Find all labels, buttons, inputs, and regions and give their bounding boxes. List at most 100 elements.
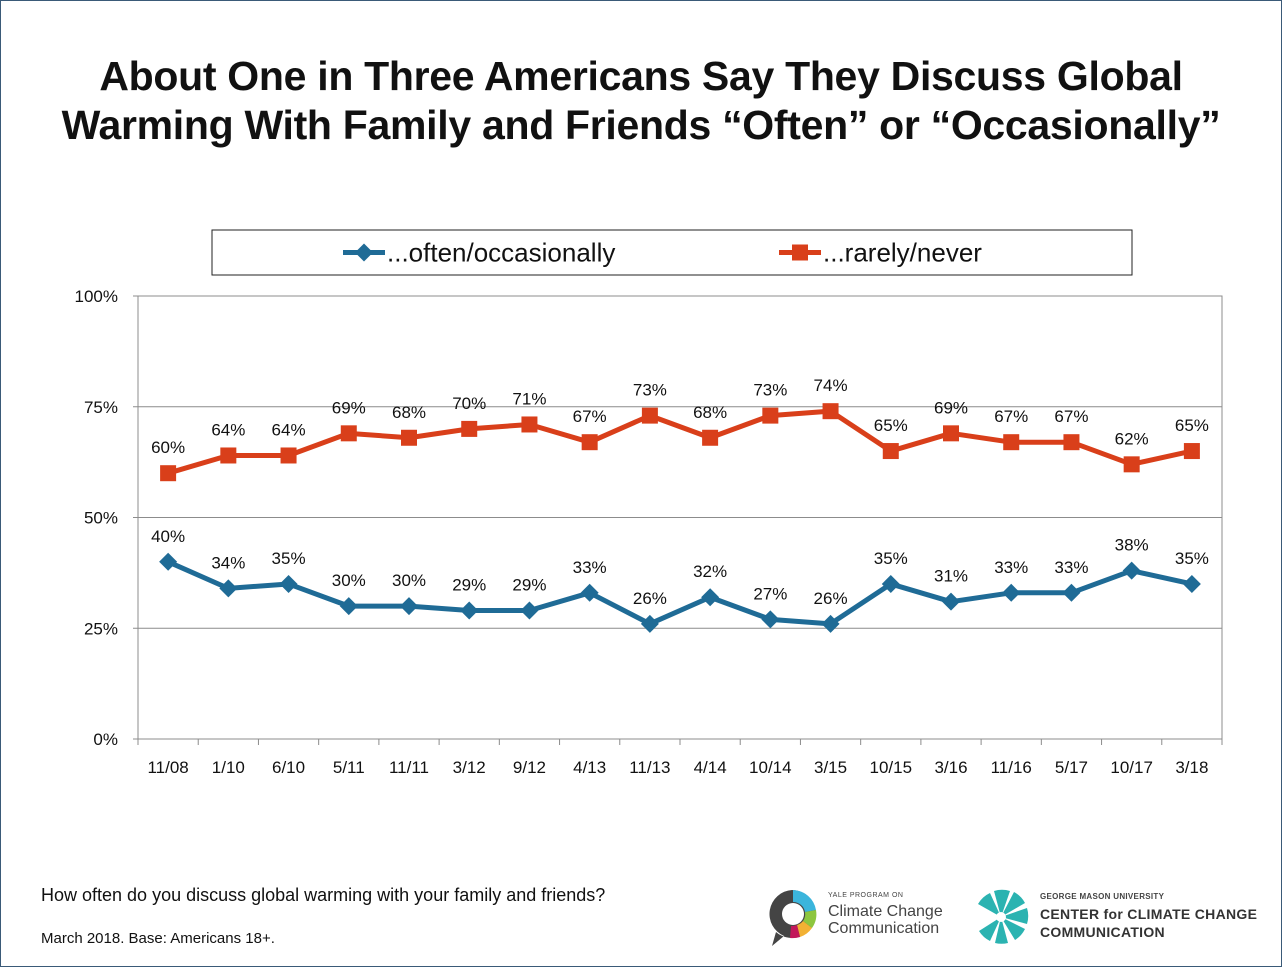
data-point-square	[220, 447, 237, 464]
data-point-diamond	[881, 574, 900, 593]
data-label: 67%	[573, 407, 607, 426]
data-point-square	[702, 429, 719, 446]
yale-logo-line-2: Communication	[828, 920, 940, 937]
x-tick-label: 5/17	[1055, 758, 1088, 777]
y-tick-label: 25%	[84, 619, 118, 638]
x-tick-label: 10/15	[870, 758, 913, 777]
x-tick-label: 3/12	[453, 758, 486, 777]
data-point-diamond	[1182, 574, 1201, 593]
gmu-sunburst-icon	[978, 889, 1029, 944]
data-label: 32%	[693, 562, 727, 581]
x-tick-label: 9/12	[513, 758, 546, 777]
data-point-square	[1183, 443, 1200, 460]
data-point-square	[1063, 434, 1080, 451]
x-tick-label: 6/10	[272, 758, 305, 777]
data-point-square	[461, 420, 478, 437]
series-line-2	[167, 408, 1193, 476]
data-label: 73%	[753, 381, 787, 400]
data-label: 60%	[151, 438, 185, 457]
x-tick-label: 5/11	[333, 758, 365, 777]
data-label: 71%	[512, 389, 546, 408]
gmu-logo-small-text: GEORGE MASON UNIVERSITY	[1040, 892, 1165, 901]
data-label: 26%	[814, 589, 848, 608]
data-label: 34%	[211, 553, 245, 572]
data-label: 64%	[272, 420, 306, 439]
y-tick-label: 75%	[84, 398, 118, 417]
data-label: 33%	[1054, 558, 1088, 577]
data-point-square	[280, 447, 297, 464]
data-point-diamond	[219, 579, 238, 598]
data-point-diamond	[1002, 583, 1021, 602]
data-label: 27%	[753, 584, 787, 603]
data-point-diamond	[821, 614, 840, 633]
data-point-square	[762, 407, 779, 424]
title-line-1: About One in Three Americans Say They Di…	[99, 53, 1183, 99]
data-point-square	[581, 434, 598, 451]
data-label: 31%	[934, 567, 968, 586]
legend-marker-diamond	[355, 243, 373, 262]
data-label: 73%	[633, 381, 667, 400]
y-tick-label: 100%	[75, 287, 118, 306]
x-tick-label: 1/10	[212, 758, 245, 777]
x-tick-label: 11/08	[147, 758, 188, 777]
legend-label-2: ...rarely/never	[823, 238, 982, 268]
data-label: 29%	[512, 576, 546, 595]
data-label: 65%	[1175, 416, 1209, 435]
chart-title: About One in Three Americans Say They Di…	[0, 52, 1282, 150]
data-point-square	[943, 425, 959, 442]
yale-logo-line-1: Climate Change	[828, 903, 943, 920]
data-point-diamond	[761, 610, 780, 629]
data-point-diamond	[1062, 583, 1081, 602]
y-tick-label: 0%	[93, 730, 118, 749]
data-label: 68%	[392, 403, 426, 422]
yale-logo-small-text: YALE PROGRAM ON	[828, 892, 904, 899]
survey-question: How often do you discuss global warming …	[41, 885, 606, 905]
data-label: 30%	[392, 571, 426, 590]
x-tick-label: 4/13	[573, 758, 606, 777]
data-point-diamond	[279, 574, 298, 593]
x-tick-label: 10/17	[1110, 758, 1153, 777]
data-label: 35%	[874, 549, 908, 568]
data-point-square	[401, 429, 417, 446]
yale-program-logo: YALE PROGRAM ON Climate Change Communica…	[762, 884, 962, 950]
yale-speech-bubble-icon	[769, 890, 817, 946]
x-tick-label: 10/14	[749, 758, 792, 777]
data-label: 62%	[1115, 429, 1149, 448]
legend-label-1: ...often/occasionally	[387, 238, 615, 268]
x-tick-label: 11/13	[629, 758, 670, 777]
data-label: 70%	[452, 394, 486, 413]
data-point-square	[1003, 434, 1020, 451]
data-point-diamond	[701, 588, 720, 607]
data-point-diamond	[460, 601, 479, 620]
data-label: 35%	[272, 549, 306, 568]
data-label: 65%	[874, 416, 908, 435]
data-point-diamond	[520, 601, 539, 620]
data-point-diamond	[640, 614, 659, 633]
data-label: 68%	[693, 403, 727, 422]
data-point-diamond	[400, 597, 418, 616]
data-point-square	[521, 416, 538, 433]
series-line-1	[167, 559, 1193, 627]
x-tick-label: 3/16	[934, 758, 967, 777]
data-label: 35%	[1175, 549, 1209, 568]
data-label: 74%	[814, 376, 848, 395]
gmu-logo-line-1: CENTER for CLIMATE CHANGE	[1040, 906, 1258, 922]
data-point-diamond	[339, 597, 358, 616]
data-label: 69%	[934, 398, 968, 417]
data-point-square	[340, 425, 357, 442]
gmu-center-logo: GEORGE MASON UNIVERSITY CENTER for CLIMA…	[968, 884, 1258, 950]
data-point-diamond	[1122, 561, 1141, 580]
data-label: 26%	[633, 589, 667, 608]
data-label: 69%	[332, 398, 366, 417]
x-tick-label: 11/11	[389, 758, 429, 777]
data-point-square	[882, 443, 899, 460]
title-line-2: Warming With Family and Friends “Often” …	[61, 102, 1221, 148]
data-point-diamond	[942, 592, 960, 611]
x-tick-label: 3/15	[814, 758, 847, 777]
data-label: 40%	[151, 527, 185, 546]
gmu-logo-line-2: COMMUNICATION	[1040, 924, 1165, 940]
data-label: 29%	[452, 576, 486, 595]
data-point-square	[1123, 456, 1140, 473]
data-point-square	[641, 407, 658, 424]
